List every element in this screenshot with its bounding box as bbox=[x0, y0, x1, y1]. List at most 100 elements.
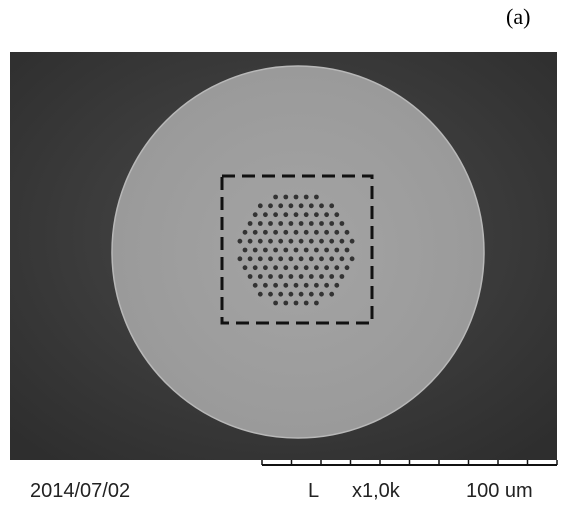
air-hole bbox=[289, 239, 294, 244]
air-hole bbox=[299, 221, 304, 226]
air-hole bbox=[273, 283, 278, 288]
air-hole bbox=[248, 256, 253, 261]
air-hole bbox=[263, 248, 268, 253]
air-hole bbox=[258, 239, 263, 244]
air-hole bbox=[329, 274, 334, 279]
air-hole bbox=[243, 248, 248, 253]
air-hole bbox=[283, 195, 288, 200]
air-hole bbox=[294, 230, 299, 235]
air-hole bbox=[309, 274, 314, 279]
air-hole bbox=[248, 239, 253, 244]
air-hole bbox=[278, 221, 283, 226]
air-hole bbox=[314, 212, 319, 217]
air-hole bbox=[283, 248, 288, 253]
air-hole bbox=[289, 256, 294, 261]
air-hole bbox=[283, 230, 288, 235]
air-hole bbox=[278, 239, 283, 244]
air-hole bbox=[324, 212, 329, 217]
air-hole bbox=[340, 239, 345, 244]
air-hole bbox=[304, 212, 309, 217]
air-hole bbox=[294, 212, 299, 217]
scale-label: 100 um bbox=[466, 480, 533, 502]
air-hole bbox=[324, 265, 329, 270]
air-hole bbox=[248, 274, 253, 279]
air-hole bbox=[309, 292, 314, 297]
air-hole bbox=[319, 256, 324, 261]
air-hole bbox=[243, 265, 248, 270]
air-hole bbox=[334, 265, 339, 270]
air-hole bbox=[309, 239, 314, 244]
air-hole bbox=[334, 230, 339, 235]
air-hole bbox=[304, 283, 309, 288]
air-hole bbox=[309, 203, 314, 208]
air-hole bbox=[319, 239, 324, 244]
air-hole bbox=[314, 248, 319, 253]
air-hole bbox=[253, 283, 258, 288]
air-hole bbox=[278, 274, 283, 279]
air-hole bbox=[294, 195, 299, 200]
air-hole bbox=[243, 230, 248, 235]
air-hole bbox=[334, 212, 339, 217]
air-hole bbox=[273, 195, 278, 200]
air-hole bbox=[345, 230, 350, 235]
air-hole bbox=[334, 248, 339, 253]
air-hole bbox=[304, 265, 309, 270]
air-hole bbox=[258, 274, 263, 279]
air-hole bbox=[340, 221, 345, 226]
air-hole bbox=[319, 221, 324, 226]
air-hole bbox=[283, 212, 288, 217]
air-hole bbox=[268, 274, 273, 279]
air-hole bbox=[283, 283, 288, 288]
air-hole bbox=[299, 256, 304, 261]
air-hole bbox=[329, 203, 334, 208]
magnification-label: x1,0k bbox=[352, 480, 401, 502]
air-hole bbox=[238, 239, 243, 244]
air-hole bbox=[238, 256, 243, 261]
air-hole bbox=[263, 265, 268, 270]
air-hole bbox=[324, 230, 329, 235]
air-hole bbox=[350, 239, 355, 244]
air-hole bbox=[278, 292, 283, 297]
air-hole bbox=[329, 221, 334, 226]
air-hole bbox=[263, 212, 268, 217]
air-hole bbox=[278, 256, 283, 261]
air-hole bbox=[273, 248, 278, 253]
air-hole bbox=[329, 256, 334, 261]
air-hole bbox=[345, 265, 350, 270]
fiber-cross-section bbox=[112, 66, 484, 438]
air-hole bbox=[314, 283, 319, 288]
air-hole bbox=[314, 301, 319, 306]
air-hole bbox=[334, 283, 339, 288]
air-hole bbox=[294, 265, 299, 270]
mode-label: L bbox=[308, 480, 319, 502]
air-hole bbox=[253, 230, 258, 235]
air-hole bbox=[268, 239, 273, 244]
air-hole bbox=[273, 230, 278, 235]
air-hole bbox=[258, 292, 263, 297]
air-hole bbox=[268, 203, 273, 208]
air-hole bbox=[283, 265, 288, 270]
air-hole bbox=[268, 292, 273, 297]
air-hole bbox=[319, 274, 324, 279]
air-hole bbox=[324, 283, 329, 288]
air-hole bbox=[304, 195, 309, 200]
air-hole bbox=[258, 256, 263, 261]
air-hole bbox=[329, 239, 334, 244]
air-hole bbox=[289, 292, 294, 297]
air-hole bbox=[345, 248, 350, 253]
air-hole bbox=[319, 292, 324, 297]
air-hole bbox=[329, 292, 334, 297]
air-hole bbox=[289, 203, 294, 208]
air-hole bbox=[253, 248, 258, 253]
air-hole bbox=[314, 195, 319, 200]
air-hole bbox=[263, 230, 268, 235]
air-hole bbox=[268, 256, 273, 261]
air-hole bbox=[273, 265, 278, 270]
air-hole bbox=[340, 256, 345, 261]
air-hole bbox=[289, 221, 294, 226]
air-hole bbox=[304, 248, 309, 253]
air-hole bbox=[294, 283, 299, 288]
air-hole bbox=[350, 256, 355, 261]
air-hole bbox=[283, 301, 288, 306]
air-hole bbox=[278, 203, 283, 208]
